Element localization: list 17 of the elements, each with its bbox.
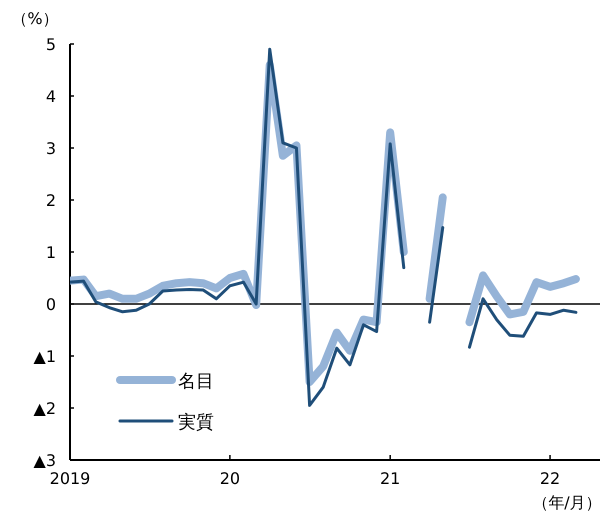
xlabel: （年/月） [532, 493, 602, 512]
ylabel: （%） [11, 9, 59, 28]
xtick: 20 [220, 469, 240, 488]
legend-label: 名目 [178, 371, 214, 392]
ytick: 3 [46, 139, 56, 158]
ytick: 0 [46, 295, 56, 314]
ytick: ▲3 [34, 451, 56, 470]
xtick: 2019 [50, 469, 90, 488]
ytick: ▲2 [34, 399, 56, 418]
legend-label: 実質 [178, 412, 214, 433]
ytick: 5 [46, 35, 56, 54]
ytick: 2 [46, 191, 56, 210]
ytick: ▲1 [34, 347, 56, 366]
xtick: 22 [540, 469, 560, 488]
ytick: 4 [46, 87, 56, 106]
xtick: 21 [380, 469, 400, 488]
ytick: 1 [46, 243, 56, 262]
